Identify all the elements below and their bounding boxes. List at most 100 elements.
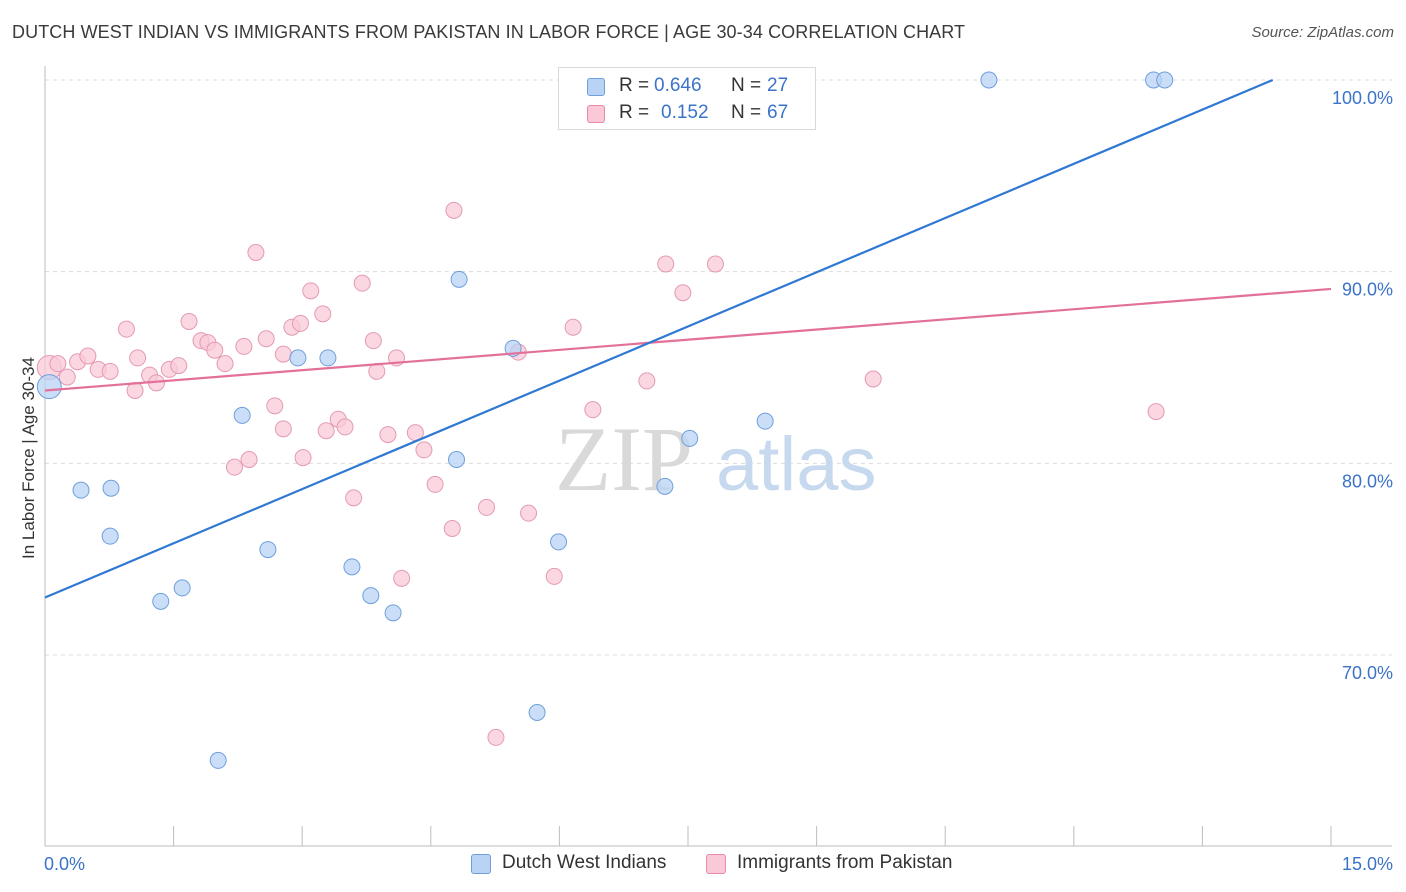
- trend-lines: [44, 78, 1332, 599]
- y-tick-label-90: 90.0%: [1342, 280, 1393, 300]
- pakistan-point: [1147, 403, 1165, 421]
- series-dutch-west-indians-points: [36, 71, 1174, 769]
- dutch-west-indians-point: [101, 527, 119, 545]
- pakistan-point: [415, 441, 433, 459]
- dutch-west-indians-point: [289, 349, 307, 367]
- pakistan-point: [257, 330, 275, 348]
- pakistan-point: [274, 420, 292, 438]
- dutch-west-indians-point: [36, 374, 62, 400]
- pakistan-point: [353, 274, 371, 292]
- pakistan-point: [317, 422, 335, 440]
- x-tick-label-max: 15.0%: [1342, 854, 1393, 874]
- dutch-west-indians-point: [756, 412, 774, 430]
- stats-legend: R = 0.646 N = 27 R = 0.152 N = 67: [558, 67, 816, 130]
- x-tick-labels: 0.0% 15.0%: [44, 854, 1393, 874]
- pakistan-point: [443, 520, 461, 537]
- bottom-legend-swatch-blue: [471, 854, 491, 874]
- pakistan-point: [674, 284, 692, 302]
- y-tick-label-100: 100.0%: [1332, 88, 1393, 108]
- dutch-west-indians-point: [209, 751, 227, 769]
- bottom-legend-swatch-pink: [706, 854, 726, 874]
- dutch-west-indians-point: [1156, 71, 1174, 89]
- y-axis-label: In Labor Force | Age 30-34: [19, 357, 38, 559]
- pakistan-point: [302, 282, 320, 300]
- dutch-west-indians-point: [102, 479, 120, 497]
- dutch-west-indians-point: [681, 429, 699, 447]
- pakistan-point: [379, 426, 397, 444]
- pakistan-point: [336, 418, 354, 436]
- pakistan-point: [235, 337, 253, 355]
- pakistan-point: [79, 347, 97, 365]
- pakistan-point: [706, 255, 724, 273]
- n-label: N =: [731, 102, 762, 123]
- dutch-west-indians-point: [343, 558, 361, 576]
- x-tick-label-min: 0.0%: [44, 854, 85, 874]
- r-value: 0.646: [654, 75, 702, 96]
- trend-line-dutch-west-indians: [44, 78, 1274, 599]
- pakistan-point: [445, 201, 463, 219]
- pakistan-point: [170, 357, 188, 375]
- series-pakistan-points: [36, 71, 1165, 746]
- pakistan-point: [291, 314, 309, 332]
- dutch-west-indians-point: [448, 451, 466, 468]
- pakistan-point: [564, 318, 582, 336]
- pakistan-point: [426, 475, 444, 493]
- watermark-atlas: atlas: [716, 422, 877, 507]
- pakistan-point: [58, 368, 76, 386]
- pakistan-point: [180, 313, 198, 330]
- y-tick-label-70: 70.0%: [1342, 663, 1393, 683]
- pakistan-point: [657, 255, 675, 273]
- dutch-west-indians-point: [152, 592, 170, 610]
- y-tick-label-80: 80.0%: [1342, 471, 1393, 491]
- pakistan-point: [49, 355, 67, 373]
- dutch-west-indians-point: [259, 541, 277, 559]
- pakistan-point: [520, 504, 538, 522]
- pakistan-point: [584, 401, 602, 419]
- pakistan-point: [206, 341, 224, 359]
- dutch-west-indians-point: [173, 579, 191, 597]
- dutch-west-indians-point: [450, 270, 468, 288]
- pakistan-point: [247, 244, 265, 261]
- r-value: 0.152: [661, 102, 709, 123]
- bottom-legend-label: Dutch West Indians: [502, 852, 667, 873]
- r-label: R =: [619, 75, 650, 96]
- dutch-west-indians-point: [550, 533, 568, 551]
- watermark-zip: ZIP: [555, 408, 693, 510]
- pakistan-point: [129, 349, 147, 367]
- n-value: 67: [767, 102, 789, 123]
- pakistan-point: [345, 489, 363, 507]
- n-value: 27: [767, 75, 789, 96]
- pakistan-point: [364, 332, 382, 350]
- dutch-west-indians-point: [384, 604, 402, 622]
- y-tick-labels: 70.0% 80.0% 90.0% 100.0%: [1332, 88, 1393, 683]
- pakistan-point: [545, 567, 563, 585]
- pakistan-point: [266, 397, 284, 415]
- bottom-legend-label: Immigrants from Pakistan: [737, 852, 953, 873]
- dutch-west-indians-point: [656, 477, 674, 495]
- pakistan-point: [274, 345, 292, 363]
- watermark: ZIP atlas: [555, 408, 877, 510]
- pakistan-point: [487, 728, 505, 746]
- pakistan-point: [393, 569, 411, 587]
- pakistan-point: [225, 458, 243, 476]
- pakistan-point: [240, 451, 258, 468]
- dutch-west-indians-point: [72, 481, 90, 499]
- pakistan-point: [314, 305, 332, 323]
- legend-swatch-pink: [587, 105, 605, 123]
- pakistan-point: [294, 449, 312, 467]
- source-label: Source: ZipAtlas.com: [1251, 24, 1394, 41]
- trend-line-pakistan: [44, 287, 1332, 392]
- n-label: N =: [731, 75, 762, 96]
- dutch-west-indians-point: [362, 587, 380, 605]
- axes: [44, 66, 1392, 847]
- legend-row-pakistan: R = 0.152 N = 67: [559, 101, 815, 127]
- pakistan-point: [638, 372, 656, 390]
- pakistan-point: [478, 498, 496, 516]
- pakistan-point: [101, 362, 119, 380]
- r-label: R =: [619, 102, 650, 123]
- legend-swatch-blue: [587, 78, 605, 96]
- dutch-west-indians-point: [528, 704, 546, 721]
- grid-lines: [45, 79, 1392, 656]
- pakistan-point: [864, 370, 882, 388]
